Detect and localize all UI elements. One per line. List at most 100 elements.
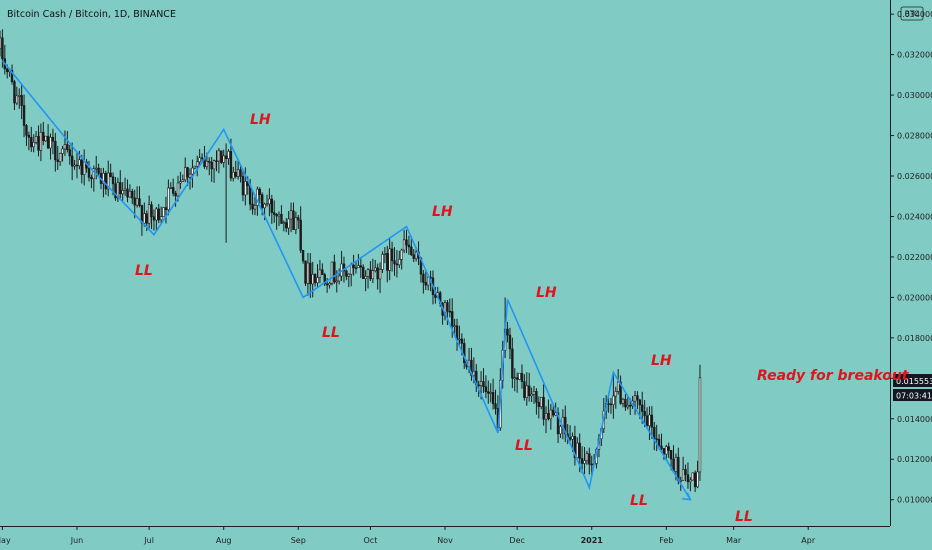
candle-body [655,438,658,441]
swing-label: LL [322,325,340,341]
candle-body [366,269,370,277]
candle-body [316,277,319,284]
time-axis-label: Nov [437,536,453,545]
candle-body [405,239,408,246]
candle-body [61,148,64,154]
candle-body [482,381,485,388]
candle-body [612,395,615,405]
candle-body [6,68,9,73]
candle-body [410,246,413,256]
candle-body [131,190,134,199]
candle-body [376,267,379,280]
candle-body [542,396,545,420]
candle-body [75,164,79,167]
candle-body [193,165,197,169]
candle-body [681,469,685,481]
candle-body [102,172,105,184]
candle-body [576,442,579,458]
candle-body [653,426,656,440]
chart-title: Bitcoin Cash / Bitcoin, 1D, BINANCE [7,9,176,20]
candle-body [446,302,449,312]
candle-body [636,395,639,401]
candle-body [460,338,464,344]
candle-body [547,413,550,420]
candle-body [674,456,678,472]
candle-body [277,213,281,217]
candle-body [239,169,242,177]
candle-body [448,310,452,313]
candle-body [37,136,40,151]
candle-body [287,218,290,229]
candle-body [400,249,403,260]
candle-body [362,266,365,279]
candle-body [585,453,589,461]
price-axis-label: 0.024000 [897,212,932,221]
candle-body [80,159,83,175]
candle-body [434,294,437,298]
candle-body [49,137,52,149]
candle-body [234,171,237,177]
candle-body [696,471,699,488]
candle-body [232,171,235,179]
candle-body [179,181,182,184]
candle-body [0,37,2,49]
price-axis-label: 0.020000 [897,293,932,302]
candle-body [297,217,300,221]
candle-body [626,404,630,408]
candle-body [30,137,33,148]
time-axis[interactable]: May Jun Jul Aug Sep Oct Nov Dec 2021 Feb Mar Apr [0,526,816,545]
time-axis-label: Jun [70,536,84,545]
candle-body [311,274,314,285]
candle-body [520,372,524,382]
candle-body [518,372,521,380]
candle-body [398,259,401,266]
swing-label: LL [630,493,648,509]
candle-body [388,248,391,271]
candle-body [511,348,514,379]
currency-badge[interactable]: BTC [900,6,924,21]
candle-body [220,150,223,163]
last-price-tag: 0.015553 07:03:41 [893,374,932,401]
candle-body [424,282,427,286]
candle-body [227,150,230,159]
candle-body [27,134,31,138]
candle-body [54,141,57,161]
candle-body [198,157,201,163]
candle-body [660,445,663,449]
candle-body [349,264,353,275]
candle-body [70,155,74,167]
candle-body [395,263,399,266]
candle-body [20,95,23,106]
candle-body [513,377,516,379]
candle-body [590,463,593,466]
candle-body [95,167,98,170]
candle-body [42,131,45,142]
price-axis-label: 0.030000 [897,91,932,100]
candle-body [665,446,668,455]
candle-body [489,392,492,394]
candle-body [87,167,91,178]
candle-body [186,167,189,178]
candle-body [10,70,14,83]
candle-body [535,391,538,403]
candle-body [390,248,394,261]
last-price-value: 0.015553 [896,377,932,386]
candle-body [92,168,96,180]
candle-body [571,436,574,440]
candle-body [275,214,278,217]
candle-body [229,150,233,179]
time-axis-label: Apr [801,536,816,545]
price-axis-label: 0.026000 [897,172,932,181]
candle-body [669,450,673,460]
candle-body [268,198,271,205]
candle-body [306,262,310,284]
candle-body [280,213,283,224]
candle-body [347,273,350,277]
candle-body [18,95,21,97]
candle-body [583,460,586,464]
candle-body [126,188,129,198]
price-axis-label: 0.032000 [897,51,932,60]
swing-line[interactable] [1,60,692,501]
candle-body [378,269,382,280]
